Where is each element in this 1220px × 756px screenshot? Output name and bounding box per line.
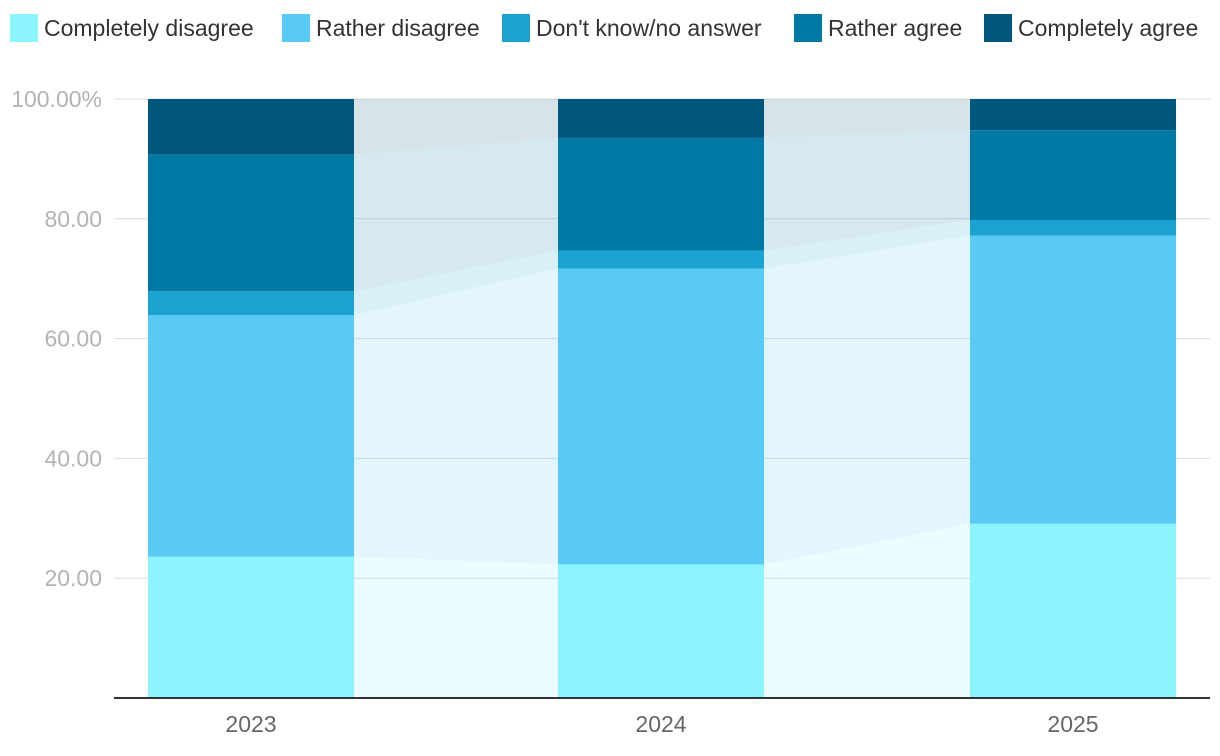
bar-segment <box>970 523 1176 698</box>
series-connectors <box>354 99 970 698</box>
bar-segment <box>148 291 354 316</box>
bar-segment <box>148 154 354 292</box>
legend-swatch <box>10 14 38 42</box>
x-tick-label: 2025 <box>1047 711 1098 737</box>
x-axis: 2023 2024 2025 <box>114 697 1210 737</box>
bar-segment <box>148 556 354 698</box>
bars <box>148 99 1176 698</box>
connector-band <box>764 219 970 269</box>
bar-segment <box>970 219 1176 236</box>
legend-label: Completely agree <box>1018 15 1198 41</box>
y-tick-label: 100.00% <box>11 86 102 112</box>
legend-label: Don't know/no answer <box>536 15 762 41</box>
connector-band <box>764 99 970 138</box>
bar-segment <box>558 250 764 269</box>
y-tick-label: 40.00 <box>44 445 102 471</box>
bar-segment <box>558 99 764 138</box>
connector-band <box>354 556 558 698</box>
x-tick-label: 2024 <box>635 711 686 737</box>
bar-segment <box>970 99 1176 131</box>
legend-label: Rather agree <box>828 15 962 41</box>
bar-segment <box>148 99 354 155</box>
connector-band <box>354 268 558 565</box>
x-tick-label: 2023 <box>225 711 276 737</box>
legend-label: Rather disagree <box>316 15 480 41</box>
y-axis: 20.00 40.00 60.00 80.00 100.00% <box>11 86 102 591</box>
y-tick-label: 60.00 <box>44 326 102 352</box>
legend-swatch <box>502 14 530 42</box>
bar-segment <box>558 268 764 565</box>
connector-band <box>354 99 558 155</box>
connector-band <box>764 523 970 698</box>
connector-band <box>764 130 970 251</box>
legend-swatch <box>282 14 310 42</box>
connector-band <box>354 137 558 292</box>
legend-swatch <box>984 14 1012 42</box>
y-tick-label: 80.00 <box>44 206 102 232</box>
legend-swatch <box>794 14 822 42</box>
legend: Completely disagree Rather disagree Don't … <box>10 14 1198 42</box>
bar-segment <box>970 235 1176 524</box>
bar-segment <box>558 137 764 251</box>
bar-segment <box>558 564 764 698</box>
bar-segment <box>148 315 354 557</box>
bar-segment <box>970 130 1176 220</box>
legend-label: Completely disagree <box>44 15 254 41</box>
connector-band <box>354 250 558 316</box>
connector-band <box>764 235 970 565</box>
y-tick-label: 20.00 <box>44 565 102 591</box>
